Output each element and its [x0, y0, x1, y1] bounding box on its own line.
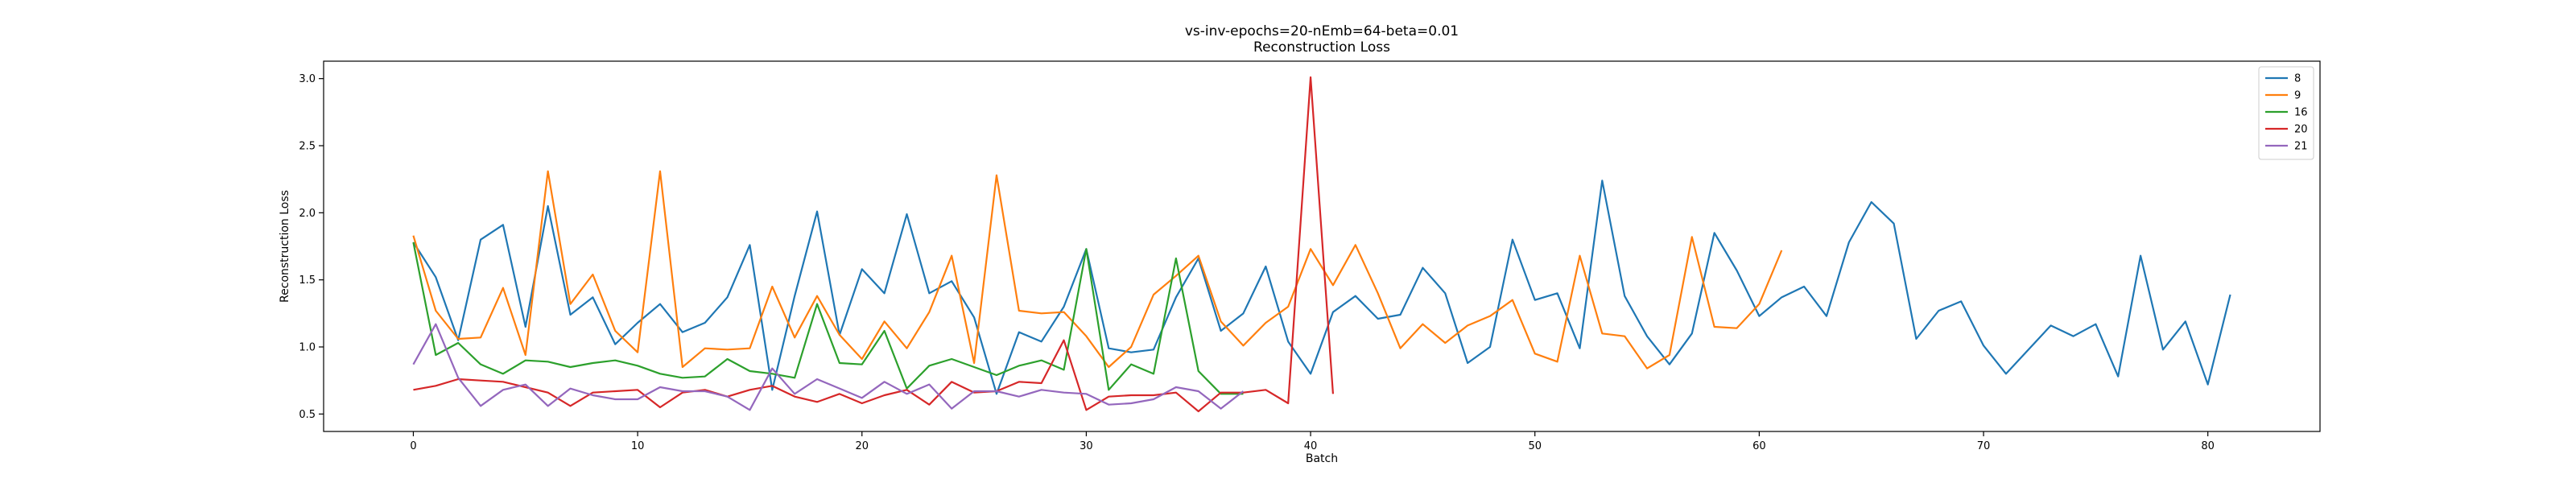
chart-title: vs-inv-epochs=20-nEmb=64-beta=0.01 — [1185, 23, 1459, 39]
x-tick-label: 20 — [855, 440, 869, 452]
legend-label-21: 21 — [2294, 141, 2308, 153]
y-tick-label: 2.5 — [299, 141, 316, 153]
legend: 8 9 16 20 21 — [2258, 66, 2314, 160]
legend-label-16: 16 — [2294, 107, 2308, 119]
y-tick-label: 2.0 — [299, 208, 316, 220]
legend-label-20: 20 — [2294, 124, 2308, 136]
x-tick-label: 70 — [1977, 440, 1991, 452]
x-tick-label: 80 — [2201, 440, 2215, 452]
chart-subtitle: Reconstruction Loss — [1253, 39, 1390, 56]
y-tick-label: 1.0 — [299, 342, 316, 354]
x-tick-label: 30 — [1080, 440, 1093, 452]
x-tick-label: 40 — [1304, 440, 1318, 452]
x-tick-label: 10 — [631, 440, 645, 452]
x-tick-label: 50 — [1528, 440, 1542, 452]
y-axis-label: Reconstruction Loss — [279, 190, 291, 303]
x-tick-label: 0 — [410, 440, 416, 452]
legend-label-9: 9 — [2294, 90, 2301, 102]
y-tick-label: 0.5 — [299, 409, 316, 421]
y-tick-label: 3.0 — [299, 73, 316, 85]
x-axis-label: Batch — [1306, 452, 1338, 465]
series-line-16 — [412, 241, 1244, 395]
legend-box — [2258, 66, 2314, 160]
x-tick-label: 60 — [1752, 440, 1766, 452]
plot-frame — [323, 60, 2321, 432]
y-tick-label: 1.5 — [299, 274, 316, 287]
legend-label-8: 8 — [2294, 73, 2301, 85]
series-line-9 — [412, 170, 1783, 369]
series-line-20 — [413, 76, 1335, 413]
series-line-21 — [412, 323, 1245, 411]
series-line-8 — [412, 180, 2231, 395]
